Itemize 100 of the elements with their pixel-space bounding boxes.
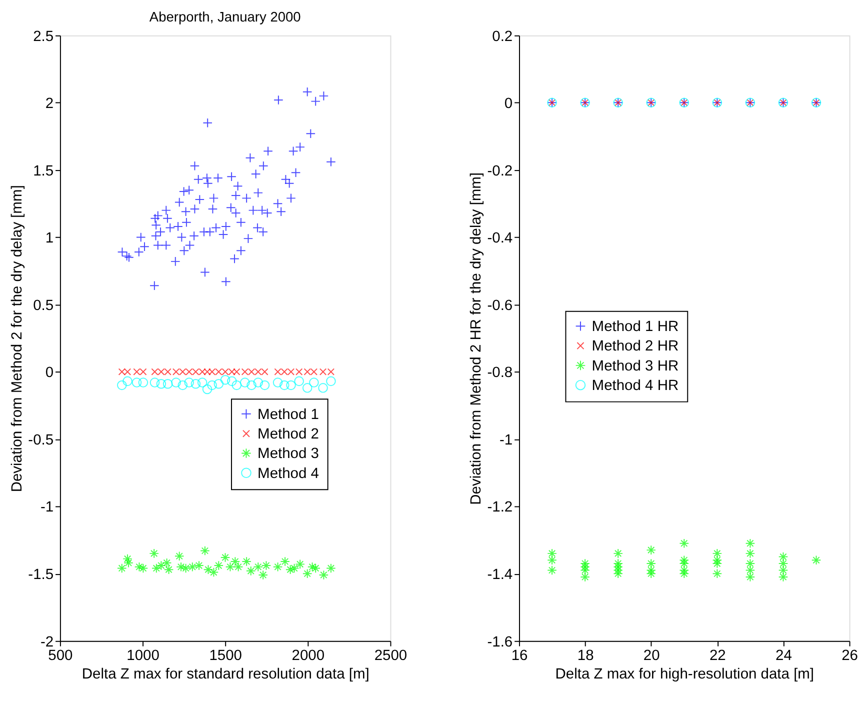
point: [225, 562, 236, 572]
x-tick-label: 1000: [126, 648, 160, 664]
point: [215, 368, 222, 376]
point: [679, 565, 690, 576]
point: [232, 380, 242, 390]
x-tick-label: 2500: [374, 648, 408, 664]
point: [318, 383, 328, 393]
y-tick-label: -1: [40, 500, 54, 516]
point: [138, 378, 148, 388]
legend-label: Method 1: [258, 406, 319, 423]
y-tick-label: 1.5: [33, 163, 54, 180]
point: [745, 538, 756, 548]
point: [138, 563, 148, 574]
point: [246, 566, 256, 576]
x-tick-label: 500: [48, 648, 73, 664]
point: [547, 555, 557, 566]
point: [302, 383, 312, 393]
point: [261, 560, 272, 570]
point: [246, 380, 256, 390]
point: [214, 379, 224, 389]
y-tick-label: 0: [504, 96, 513, 112]
point: [248, 368, 256, 376]
point: [226, 376, 237, 386]
point: [140, 368, 147, 376]
point: [204, 368, 211, 376]
y-axis-title: Deviation from Method 2 for the dry delay [mm]: [9, 185, 26, 492]
point: [294, 376, 304, 386]
point: [198, 368, 206, 376]
point: [176, 562, 186, 572]
x-tick-label: 24: [776, 648, 792, 664]
point: [310, 563, 320, 574]
point: [287, 368, 295, 376]
x-tick-label: 18: [577, 648, 594, 664]
point: [272, 562, 283, 572]
x-tick-label: 1500: [209, 648, 242, 664]
point: [580, 558, 590, 568]
point: [327, 368, 335, 376]
point: [240, 378, 250, 388]
point: [151, 368, 158, 376]
point: [280, 368, 288, 376]
point: [613, 562, 623, 572]
x-tick-label: 20: [643, 648, 660, 664]
point: [178, 380, 188, 390]
point: [580, 562, 590, 572]
point: [203, 564, 214, 574]
chart-title: Aberporth, January 2000: [149, 10, 302, 25]
point: [200, 546, 210, 556]
point: [679, 558, 690, 568]
point: [778, 552, 788, 562]
legend-label: Method 2 HR: [592, 338, 679, 355]
y-tick-label: -0.6: [487, 298, 513, 314]
point: [162, 558, 172, 568]
point: [122, 554, 132, 564]
point: [272, 378, 283, 388]
point: [192, 368, 200, 376]
y-tick-label: 2: [45, 96, 54, 112]
point: [778, 572, 788, 582]
point: [207, 380, 217, 390]
point: [156, 379, 166, 389]
point: [172, 368, 180, 376]
y-tick-label: 0.2: [492, 28, 513, 45]
point: [253, 378, 264, 388]
point: [150, 378, 160, 388]
point: [149, 548, 159, 558]
point: [242, 556, 252, 566]
legend-label: Method 4 HR: [592, 378, 679, 394]
point: [261, 368, 268, 376]
point: [613, 548, 623, 558]
point: [613, 565, 623, 576]
y-tick-label: -1.4: [487, 567, 513, 584]
y-tick-label: -0.2: [487, 163, 513, 180]
point: [197, 378, 208, 388]
point: [214, 560, 224, 570]
point: [745, 565, 756, 576]
y-tick-label: -1.2: [487, 500, 513, 516]
point: [679, 555, 690, 566]
point: [233, 368, 240, 376]
legend-label: Method 1 HR: [592, 319, 679, 336]
x-tick-label: 2000: [292, 648, 325, 664]
point: [289, 563, 300, 574]
point: [745, 558, 756, 568]
point: [134, 562, 144, 572]
point: [319, 368, 327, 376]
point: [133, 368, 140, 376]
point: [188, 562, 198, 572]
point: [279, 380, 290, 390]
point: [712, 548, 722, 558]
point: [222, 368, 229, 376]
point: [613, 568, 623, 579]
point: [778, 558, 788, 568]
point: [274, 368, 282, 376]
point: [158, 368, 165, 376]
legend-label: Method 2: [258, 426, 319, 442]
point: [580, 572, 590, 582]
point: [194, 560, 204, 570]
point: [613, 558, 623, 568]
point: [124, 368, 132, 376]
point: [745, 572, 756, 582]
point: [547, 548, 557, 558]
point: [162, 379, 173, 389]
